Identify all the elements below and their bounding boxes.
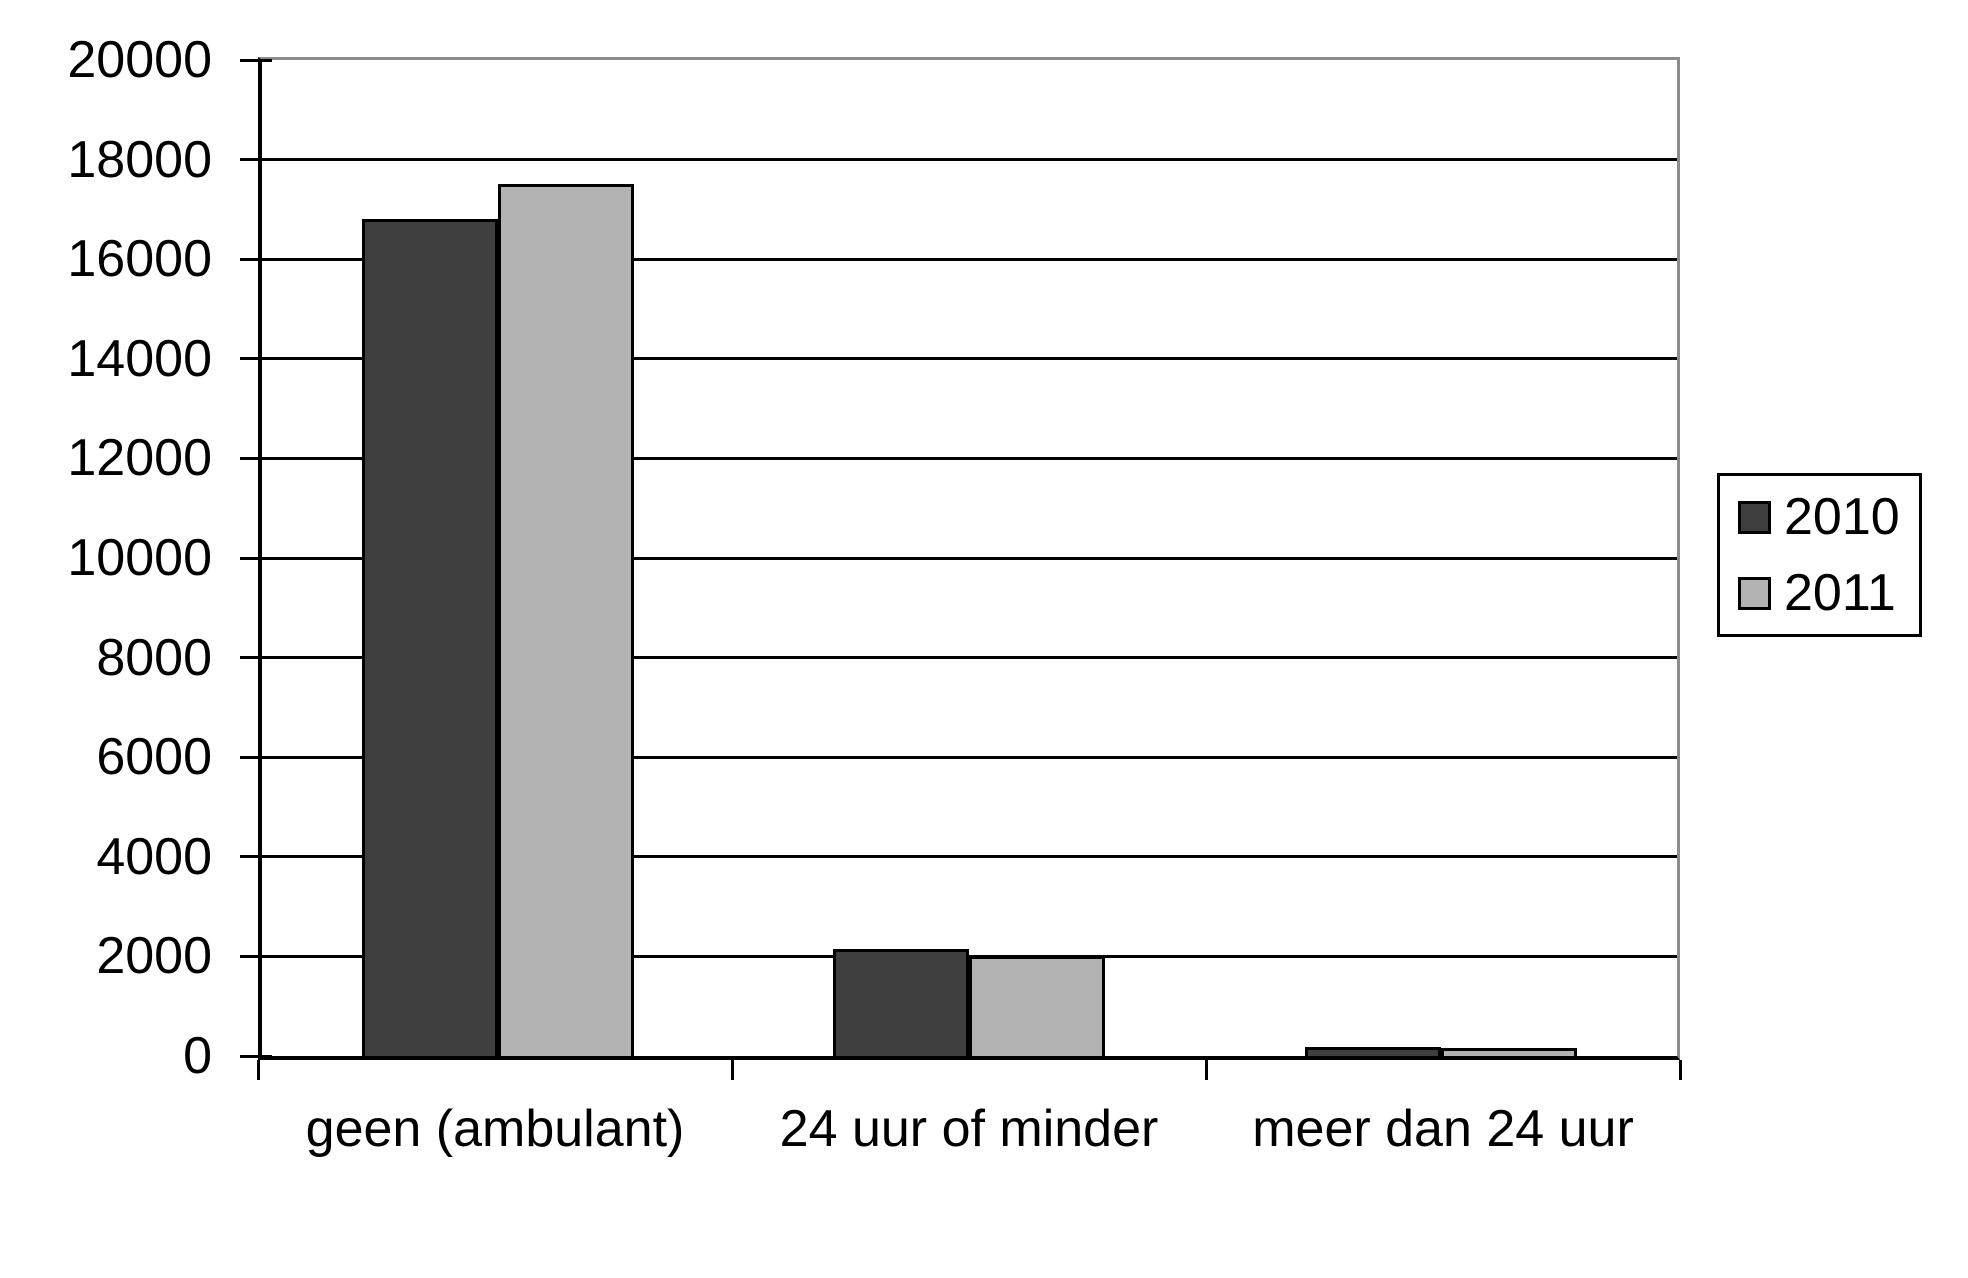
gridline xyxy=(262,158,1677,162)
legend-label: 2011 xyxy=(1784,564,1896,622)
bar-2011 xyxy=(1441,1048,1578,1056)
gridline xyxy=(262,357,1677,361)
y-axis-tick-label: 20000 xyxy=(67,31,212,89)
bar-2010 xyxy=(1305,1047,1442,1056)
y-axis-tick xyxy=(240,357,272,361)
y-axis-tick-label: 10000 xyxy=(67,529,212,587)
x-axis-category-label: geen (ambulant) xyxy=(305,1100,685,1158)
y-axis-tick xyxy=(240,58,272,62)
x-axis-tick xyxy=(730,1060,734,1080)
y-axis-tick-label: 8000 xyxy=(96,628,212,687)
gridline xyxy=(262,755,1677,759)
y-axis-tick-label: 18000 xyxy=(67,130,212,189)
category-group xyxy=(262,60,734,1056)
gridline xyxy=(262,556,1677,560)
legend-item: 2010 xyxy=(1738,491,1919,543)
x-axis-tick xyxy=(1678,1060,1682,1080)
y-axis-tick xyxy=(240,456,272,460)
y-axis-tick-label: 0 xyxy=(183,1027,212,1085)
gridline xyxy=(262,855,1677,859)
category-group xyxy=(1205,60,1677,1056)
y-axis-tick-label: 16000 xyxy=(67,230,212,289)
y-axis-tick xyxy=(240,755,272,759)
category-group xyxy=(734,60,1206,1056)
bar-2011 xyxy=(497,184,634,1056)
gridline xyxy=(262,456,1677,460)
y-axis-tick xyxy=(240,954,272,958)
y-axis-tick-label: 2000 xyxy=(96,927,212,986)
x-axis-category-label: meer dan 24 uur xyxy=(1252,1100,1634,1158)
legend-item: 2011 xyxy=(1738,567,1919,619)
bar-2010 xyxy=(833,949,970,1056)
x-axis-tick xyxy=(256,1060,260,1080)
legend-swatch-2011 xyxy=(1738,576,1771,610)
y-axis-tick-label: 14000 xyxy=(67,329,212,388)
plot-area xyxy=(258,57,1680,1060)
y-axis-tick-label: 4000 xyxy=(96,827,212,886)
y-axis-tick xyxy=(240,656,272,660)
legend-swatch-2010 xyxy=(1738,500,1771,534)
y-axis-tick xyxy=(240,158,272,162)
legend: 2010 2011 xyxy=(1717,473,1922,637)
y-axis-tick xyxy=(240,556,272,560)
gridline xyxy=(262,257,1677,261)
gridline xyxy=(262,656,1677,660)
y-axis-tick xyxy=(240,1054,272,1058)
y-axis-tick-label: 6000 xyxy=(96,728,212,787)
x-axis-category-label: 24 uur of minder xyxy=(779,1100,1159,1158)
x-axis-tick xyxy=(1204,1060,1208,1080)
y-axis-tick xyxy=(240,855,272,859)
y-axis-tick xyxy=(240,257,272,261)
y-axis-tick-label: 12000 xyxy=(67,429,212,488)
bar-2010 xyxy=(361,219,498,1056)
bar-2011 xyxy=(969,956,1106,1056)
legend-label: 2010 xyxy=(1784,488,1900,546)
